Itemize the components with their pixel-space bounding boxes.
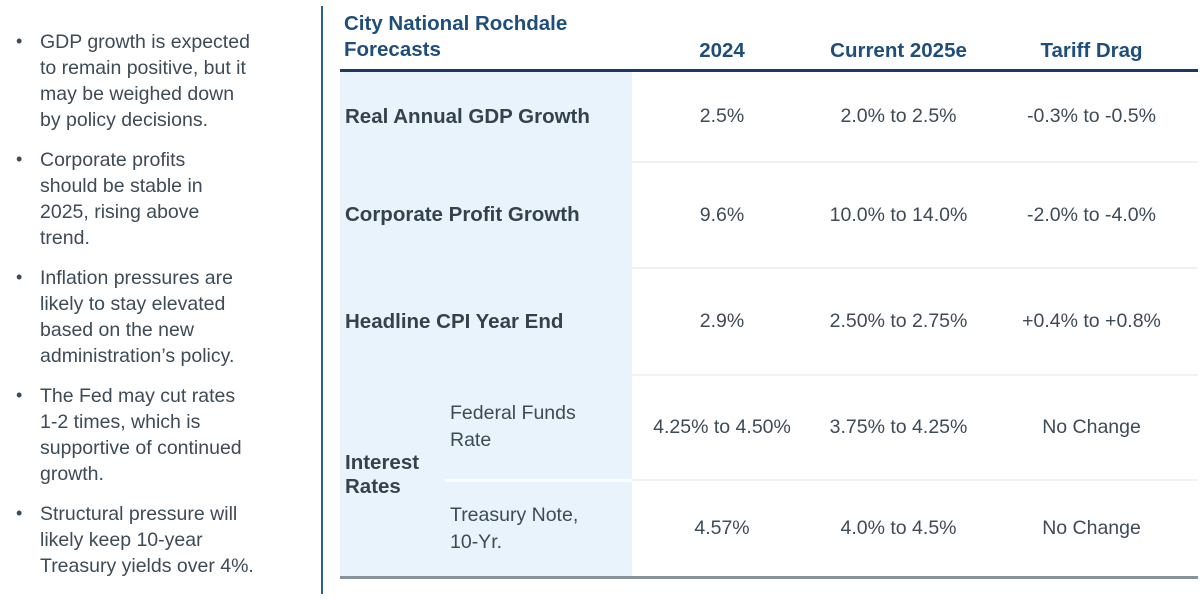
bullet-marker: • — [16, 385, 23, 405]
bullet-item: • Corporate profits should be stable in 2… — [14, 147, 322, 251]
row-label-real-annual-gdp-growth: Real Annual GDP Growth — [340, 70, 633, 162]
cell-value: 10.0% to 14.0% — [812, 161, 986, 268]
cell-value: -0.3% to -0.5% — [1027, 104, 1156, 127]
row-sublabel-federal-funds-rate: Federal Funds Rate — [445, 375, 633, 480]
bullet-item: • GDP growth is expected to remain positi… — [14, 29, 322, 133]
vertical-divider — [321, 6, 323, 594]
bullet-text: Inflation pressures are likely to stay e… — [40, 267, 235, 367]
cell-value: +0.4% to +0.8% — [985, 267, 1199, 375]
bullet-text: Corporate profits should be stable in 20… — [40, 149, 203, 249]
row-group-interest-rates: Interest Rates — [340, 375, 445, 577]
column-header-tariff-drag: Tariff Drag — [985, 0, 1199, 72]
column-header-current-2025e: Current 2025e — [812, 0, 986, 72]
cell-value: 4.57% — [632, 479, 813, 577]
table-row: Real Annual GDP Growth 2.5% 2.0% to 2.5%… — [340, 70, 1198, 162]
header-row: City National Rochdale Forecasts 2024 Cu… — [340, 0, 1199, 72]
bullet-list: • GDP growth is expected to remain positi… — [0, 0, 322, 579]
bullet-item: • The Fed may cut rates 1-2 times, which … — [14, 383, 322, 487]
cell-value: No Change — [985, 374, 1199, 480]
table-row: Interest Rates Federal Funds Rate 4.25% … — [340, 374, 1199, 577]
column-header-2024: 2024 — [632, 0, 813, 72]
cell-value: 2.0% to 2.5% — [840, 104, 957, 127]
cell-value: No Change — [985, 479, 1199, 577]
table-row: Headline CPI Year End 2.9% 2.50% to 2.75… — [340, 267, 1199, 375]
forecasts-table: City National Rochdale Forecasts 2024 Cu… — [340, 0, 1199, 579]
forecasts-table-container: City National Rochdale Forecasts 2024 Cu… — [340, 0, 1199, 579]
cell-value: 2.9% — [632, 267, 813, 375]
bullet-item: • Inflation pressures are likely to stay … — [14, 265, 322, 369]
cell-value: 9.6% — [632, 161, 813, 268]
bullet-marker: • — [16, 31, 23, 51]
cell-value: 4.0% to 4.5% — [812, 479, 986, 577]
cell-value: -2.0% to -4.0% — [985, 161, 1199, 268]
bullet-marker: • — [16, 503, 23, 523]
row-label-headline-cpi-year-end: Headline CPI Year End — [340, 268, 633, 375]
table-row: Corporate Profit Growth 9.6% 10.0% to 14… — [340, 161, 1199, 268]
bullet-text: GDP growth is expected to remain positiv… — [40, 31, 250, 131]
row-label-corporate-profit-growth: Corporate Profit Growth — [340, 162, 633, 268]
bullet-text: Structural pressure will likely keep 10-… — [40, 503, 254, 577]
key-points-panel: • GDP growth is expected to remain positi… — [0, 0, 322, 600]
table-row: Treasury Note, 10-Yr. 4.57% 4.0% to 4.5%… — [340, 478, 1199, 577]
row-sublabel-treasury-note-10yr: Treasury Note, 10-Yr. — [445, 478, 633, 577]
cell-value: 4.25% to 4.50% — [632, 374, 813, 480]
cell-value: 3.75% to 4.25% — [812, 374, 986, 480]
bullet-item: • Structural pressure will likely keep 10… — [14, 501, 322, 579]
cell-value: 2.5% — [699, 104, 745, 127]
cell-value: 2.50% to 2.75% — [812, 267, 986, 375]
bullet-marker: • — [16, 267, 23, 287]
bullet-text: The Fed may cut rates 1-2 times, which i… — [40, 385, 242, 485]
table-title: City National Rochdale Forecasts — [340, 0, 633, 72]
bullet-marker: • — [16, 149, 23, 169]
